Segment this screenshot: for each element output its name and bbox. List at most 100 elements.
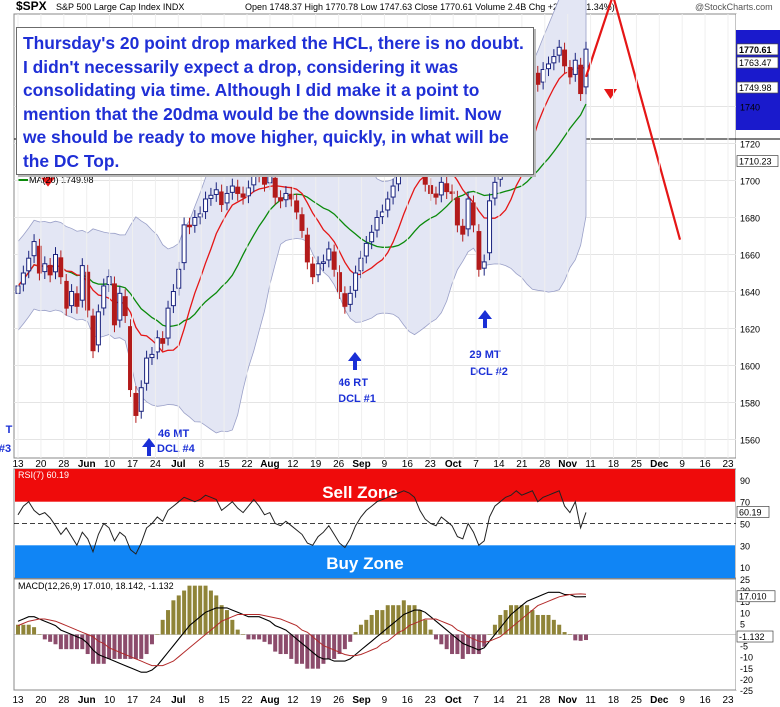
macd-histogram-bar xyxy=(187,585,192,635)
rsi-tick-label: 90 xyxy=(740,476,750,486)
rsi-tick-label: 70 xyxy=(740,498,750,508)
macd-histogram-bar xyxy=(562,632,567,635)
partial-label: #3 xyxy=(0,443,11,455)
buy-zone-label: Buy Zone xyxy=(326,554,403,573)
candle-body xyxy=(192,217,198,226)
x-tick-label: Jun xyxy=(78,459,96,470)
macd-histogram-bar xyxy=(498,614,503,635)
macd-histogram-bar xyxy=(316,634,321,669)
macd-histogram-bar xyxy=(262,634,267,642)
buy-zone xyxy=(15,545,735,578)
rsi-legend: RSI(7) 60.19 xyxy=(18,470,69,480)
macd-tick-label: 5 xyxy=(740,619,745,629)
candle-body xyxy=(197,213,203,218)
candle-body xyxy=(106,276,112,286)
candle-body xyxy=(320,261,326,264)
x-tick-label: 26 xyxy=(333,459,345,470)
x-tick-label-bottom: Jun xyxy=(78,695,96,706)
macd-histogram-bar xyxy=(219,605,224,635)
x-tick-label: 22 xyxy=(241,459,253,470)
low-label: 29 MT xyxy=(469,349,500,361)
macd-histogram-bar xyxy=(508,605,513,635)
x-tick-label: 16 xyxy=(402,459,414,470)
candle-body xyxy=(122,296,128,317)
macd-histogram-bar xyxy=(407,605,412,635)
candle-body xyxy=(449,191,455,194)
candle-body xyxy=(545,63,551,70)
x-tick-label-bottom: Sep xyxy=(352,695,370,706)
candle-body xyxy=(358,257,364,272)
macd-histogram-bar xyxy=(396,605,401,635)
macd-tick-label: -5 xyxy=(740,642,748,652)
low-label: DCL #2 xyxy=(470,366,508,378)
macd-histogram-bar xyxy=(380,610,385,635)
x-tick-label-bottom: 28 xyxy=(539,695,551,706)
macd-histogram-bar xyxy=(305,634,310,669)
macd-histogram-bar xyxy=(42,634,47,640)
rsi-value-tag xyxy=(736,506,770,518)
macd-histogram-bar xyxy=(466,634,471,655)
macd-histogram-bar xyxy=(112,634,117,659)
low-label: DCL #1 xyxy=(338,393,376,405)
macd-histogram-bar xyxy=(176,595,181,635)
price-value-tag-label: 1763.47 xyxy=(739,58,772,68)
candle-body xyxy=(331,251,337,270)
macd-histogram xyxy=(16,585,588,669)
x-tick-label-bottom: 9 xyxy=(382,695,388,706)
x-tick-label-bottom: Dec xyxy=(650,695,669,706)
x-tick-label-bottom: 12 xyxy=(287,695,299,706)
price-value-tag xyxy=(736,43,779,56)
macd-histogram-bar xyxy=(117,634,122,659)
x-tick-label-bottom: 18 xyxy=(608,695,620,706)
price-value-tag xyxy=(736,81,779,94)
macd-histogram-bar xyxy=(300,634,304,664)
macd-histogram-bar xyxy=(557,624,562,635)
x-tick-label: 28 xyxy=(58,459,70,470)
x-tick-label: 16 xyxy=(700,459,712,470)
macd-tick-label: -10 xyxy=(740,653,753,663)
macd-histogram-bar xyxy=(364,619,369,635)
macd-histogram-bar xyxy=(123,634,128,659)
x-tick-label-bottom: 23 xyxy=(722,695,734,706)
macd-histogram-bar xyxy=(482,634,487,647)
macd-histogram-bar xyxy=(455,634,460,655)
x-tick-label: 8 xyxy=(198,459,204,470)
candle-body xyxy=(85,271,91,311)
macd-histogram-bar xyxy=(375,610,380,635)
x-tick-label: Oct xyxy=(445,459,462,470)
macd-histogram-bar xyxy=(353,632,358,635)
candle-body xyxy=(347,292,353,305)
low-label: DCL #4 xyxy=(157,443,196,455)
macd-histogram-bar xyxy=(74,634,79,650)
candle-body xyxy=(433,193,439,198)
price-tick-label: 1600 xyxy=(740,362,760,372)
price-value-tag-label: 1710.23 xyxy=(739,157,772,167)
price-value-tag xyxy=(736,155,779,167)
x-tick-label-bottom: 20 xyxy=(35,695,47,706)
candle-body xyxy=(203,198,209,213)
x-tick-label-bottom: 13 xyxy=(12,695,24,706)
macd-histogram-bar xyxy=(541,614,546,635)
macd-histogram-bar xyxy=(101,634,106,664)
macd-histogram-bar xyxy=(573,634,578,641)
macd-histogram-bar xyxy=(273,634,278,652)
candle-body xyxy=(36,245,42,274)
candle-body xyxy=(299,214,305,231)
price-tick-label: 1660 xyxy=(740,251,760,261)
x-tick-label-bottom: Oct xyxy=(445,695,462,706)
macd-histogram-bar xyxy=(21,624,26,635)
candle-body xyxy=(138,387,144,412)
x-tick-label-bottom: 8 xyxy=(198,695,204,706)
x-tick-label: 11 xyxy=(585,459,596,470)
macd-histogram-bar xyxy=(428,629,433,635)
macd-histogram-bar xyxy=(492,624,497,635)
macd-histogram-bar xyxy=(166,610,171,635)
price-tick-label: 1700 xyxy=(740,177,760,187)
candle-body xyxy=(154,337,160,353)
macd-histogram-bar xyxy=(26,624,31,635)
macd-histogram-bar xyxy=(530,610,535,635)
rsi-tick-label: 30 xyxy=(740,541,750,551)
macd-histogram-bar xyxy=(235,629,240,635)
candle-body xyxy=(74,293,80,307)
